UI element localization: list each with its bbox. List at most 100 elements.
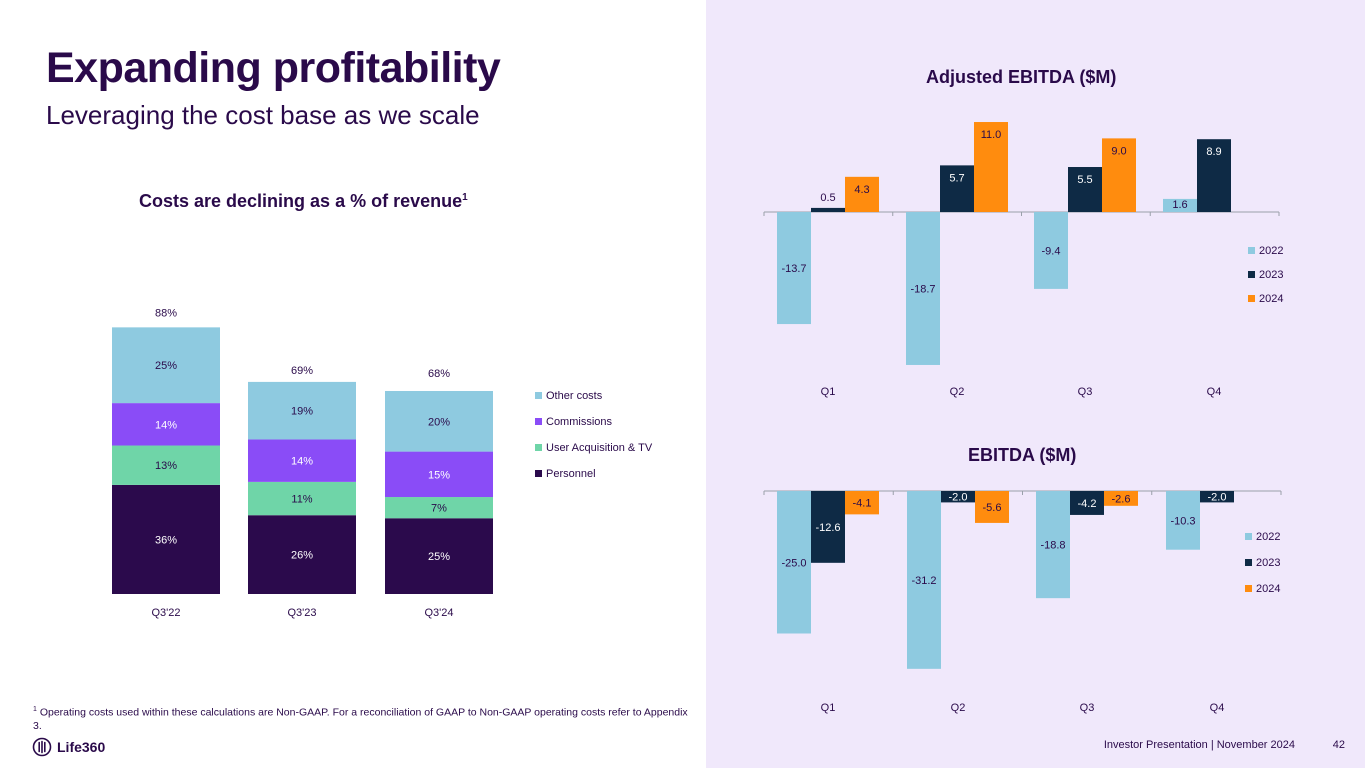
- cost-category-label: Q3'24: [424, 607, 453, 619]
- ebitda-bar-label: -4.1: [853, 498, 872, 510]
- adj-ebitda-bar: [811, 207, 845, 212]
- cost-bar-segment: [248, 439, 356, 482]
- cost-segment-label: 26%: [291, 550, 313, 562]
- ebitda-bar: [1166, 491, 1200, 550]
- ebitda-bar-label: -25.0: [781, 557, 806, 569]
- adj-ebitda-bar-label: 5.7: [949, 172, 964, 184]
- adj-ebitda-bar: [974, 122, 1008, 212]
- adj-ebitda-category-label: Q1: [821, 386, 836, 398]
- ebitda-bar: [1070, 491, 1104, 515]
- ebitda-bar-label: -31.2: [911, 575, 936, 587]
- ebitda-bar-label: -2.6: [1112, 493, 1131, 505]
- adj-ebitda-bar-label: 8.9: [1206, 146, 1221, 158]
- adj-ebitda-bar: [777, 212, 811, 325]
- cost-bar-segment: [248, 515, 356, 594]
- cost-segment-label: 25%: [428, 551, 450, 563]
- ebitda-bar: [975, 491, 1009, 523]
- ebitda-bar-label: -2.0: [949, 492, 968, 504]
- ebitda-bar: [907, 491, 941, 669]
- cost-bar-segment: [248, 481, 356, 516]
- footer-text: Investor Presentation | November 2024: [1103, 739, 1295, 751]
- ebitda-category-label: Q1: [821, 702, 836, 714]
- page-subtitle: Leveraging the cost base as we scale: [46, 100, 480, 130]
- adj-ebitda-bar-label: 0.5: [820, 192, 835, 204]
- adj-ebitda-category-label: Q4: [1207, 386, 1222, 398]
- life360-logo-icon: [32, 737, 52, 757]
- ebitda-bar: [1200, 491, 1234, 503]
- cost-segment-label: 13%: [155, 460, 177, 472]
- ebitda-legend-label: 2024: [1256, 583, 1280, 595]
- cost-segment-label: 25%: [155, 360, 177, 372]
- right-panel-background: [706, 0, 1365, 768]
- cost-bar-segment: [385, 497, 493, 519]
- adj-ebitda-bar: [1102, 138, 1136, 212]
- ebitda-bar: [1104, 491, 1138, 506]
- cost-total-label: 68%: [428, 368, 450, 380]
- adj-ebitda-legend-label: 2024: [1259, 293, 1283, 305]
- cost-legend-label: Commissions: [546, 416, 613, 428]
- adj-ebitda-legend-swatch: [1248, 295, 1255, 302]
- ebitda-bar: [845, 491, 879, 515]
- page-number: 42: [1332, 739, 1345, 751]
- cost-legend-swatch: [535, 418, 542, 425]
- adj-ebitda-bar: [1197, 139, 1231, 212]
- cost-bar-segment: [248, 381, 356, 440]
- cost-segment-label: 14%: [155, 419, 177, 431]
- footnote-text: Operating costs used within these calcul…: [33, 706, 688, 732]
- adj-ebitda-chart-title: Adjusted EBITDA ($M): [926, 67, 1117, 87]
- adj-ebitda-legend-label: 2022: [1259, 245, 1283, 257]
- cost-bar-segment: [385, 390, 493, 452]
- life360-logo: Life360: [32, 737, 105, 757]
- cost-legend-swatch: [535, 444, 542, 451]
- ebitda-legend-label: 2022: [1256, 531, 1280, 543]
- adj-ebitda-bar: [1068, 167, 1102, 212]
- cost-legend-label: Personnel: [546, 468, 596, 480]
- ebitda-legend-swatch: [1245, 585, 1252, 592]
- cost-bar-segment: [112, 484, 220, 594]
- adj-ebitda-legend-label: 2023: [1259, 269, 1283, 281]
- adj-ebitda-legend-swatch: [1248, 271, 1255, 278]
- adj-ebitda-category-label: Q2: [950, 386, 965, 398]
- cost-segment-label: 7%: [431, 503, 447, 515]
- adj-ebitda-bar: [1163, 198, 1197, 212]
- cost-chart-title-footnote-marker: 1: [462, 192, 468, 203]
- footnote-marker: 1: [33, 706, 37, 713]
- cost-bar-segment: [385, 518, 493, 594]
- ebitda-bar-label: -4.2: [1078, 498, 1097, 510]
- ebitda-legend-label: 2023: [1256, 557, 1280, 569]
- adj-ebitda-bar: [906, 212, 940, 365]
- cost-bar-segment: [385, 451, 493, 498]
- life360-logo-text: Life360: [57, 739, 106, 755]
- ebitda-category-label: Q2: [951, 702, 966, 714]
- cost-segment-label: 15%: [428, 469, 450, 481]
- cost-category-label: Q3'23: [287, 607, 316, 619]
- cost-bar-segment: [112, 327, 220, 404]
- ebitda-bar-label: -18.8: [1040, 540, 1065, 552]
- adj-ebitda-category-label: Q3: [1078, 386, 1093, 398]
- ebitda-chart-title: EBITDA ($M): [968, 445, 1077, 465]
- cost-segment-label: 11%: [291, 494, 312, 506]
- footnote: 1 Operating costs used within these calc…: [33, 703, 693, 733]
- adj-ebitda-bar: [845, 176, 879, 212]
- cost-segment-label: 14%: [291, 456, 313, 468]
- adj-ebitda-legend-swatch: [1248, 247, 1255, 254]
- cost-segment-label: 20%: [428, 416, 450, 428]
- ebitda-category-label: Q3: [1080, 702, 1095, 714]
- ebitda-bar: [811, 491, 845, 563]
- ebitda-bar-label: -12.6: [815, 522, 840, 534]
- adj-ebitda-bar-label: 1.6: [1172, 199, 1187, 211]
- cost-bar-segment: [112, 445, 220, 485]
- cost-legend-label: User Acquisition & TV: [546, 442, 653, 454]
- ebitda-bar-label: -10.3: [1170, 515, 1195, 527]
- adj-ebitda-bar-label: 11.0: [981, 129, 1002, 141]
- ebitda-category-label: Q4: [1210, 702, 1225, 714]
- ebitda-bar-label: -2.0: [1208, 492, 1227, 504]
- cost-total-label: 88%: [155, 307, 177, 319]
- ebitda-legend-swatch: [1245, 559, 1252, 566]
- cost-legend-swatch: [535, 392, 542, 399]
- cost-chart-title-text: Costs are declining as a % of revenue: [139, 191, 463, 211]
- ebitda-legend-swatch: [1245, 533, 1252, 540]
- adj-ebitda-bar: [940, 165, 974, 212]
- ebitda-bar: [777, 491, 811, 634]
